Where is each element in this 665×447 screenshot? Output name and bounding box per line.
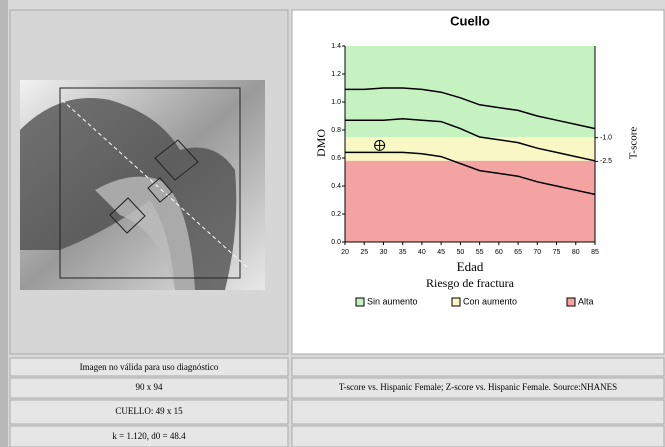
x-tick-label: 80 (572, 249, 580, 256)
parameters: k = 1.120, d0 = 48.4 (112, 431, 186, 441)
y-tick-label: 1.0 (331, 99, 341, 106)
caption: Imagen no válida para uso diagnóstico (80, 362, 219, 372)
y-tick-label: 0.8 (331, 127, 341, 134)
x-tick-label: 40 (418, 249, 426, 256)
legend-label: Con aumento (463, 296, 517, 306)
y-tick-label: 1.2 (331, 71, 341, 78)
x-tick-label: 30 (380, 249, 388, 256)
x-tick-label: 50 (456, 249, 464, 256)
image-size: 90 x 94 (136, 382, 164, 392)
x-tick-label: 75 (553, 249, 561, 256)
x-tick-label: 55 (476, 249, 484, 256)
y-axis-label: DMO (314, 129, 328, 157)
femur-image (20, 80, 265, 290)
frame (0, 0, 8, 447)
risk-zone (345, 46, 595, 137)
legend-swatch (356, 298, 364, 306)
chart-title: Cuello (450, 13, 490, 28)
risk-zone (345, 161, 595, 242)
info-table: Imagen no válida para uso diagnóstico 90… (10, 358, 664, 447)
patient-marker (375, 140, 385, 150)
legend-swatch (452, 298, 460, 306)
y2-tick-label: -1.0 (600, 135, 612, 142)
y2-tick-label: -2.5 (600, 158, 612, 165)
report: Imagen no válida para uso diagnóstico 90… (0, 0, 665, 447)
x-tick-label: 25 (360, 249, 368, 256)
legend-label: Sin aumento (367, 296, 418, 306)
x-tick-label: 20 (341, 249, 349, 256)
y-tick-label: 0.4 (331, 183, 341, 190)
x-tick-label: 70 (533, 249, 541, 256)
x-tick-label: 35 (399, 249, 407, 256)
legend-label: Alta (578, 296, 594, 306)
roi-size: CUELLO: 49 x 15 (115, 406, 183, 416)
x-axis-label: Edad (457, 259, 484, 274)
legend-swatch (567, 298, 575, 306)
y-tick-label: 0.2 (331, 211, 341, 218)
x-tick-label: 60 (495, 249, 503, 256)
y-tick-label: 0.6 (331, 155, 341, 162)
y-tick-label: 0.0 (331, 239, 341, 246)
y-tick-label: 1.4 (331, 43, 341, 50)
x-tick-label: 45 (437, 249, 445, 256)
y2-axis-label: T-score (628, 127, 640, 160)
x-tick-label: 85 (591, 249, 599, 256)
legend-title: Riesgo de fractura (426, 276, 515, 290)
reference-note: T-score vs. Hispanic Female; Z-score vs.… (339, 382, 617, 392)
x-tick-label: 65 (514, 249, 522, 256)
